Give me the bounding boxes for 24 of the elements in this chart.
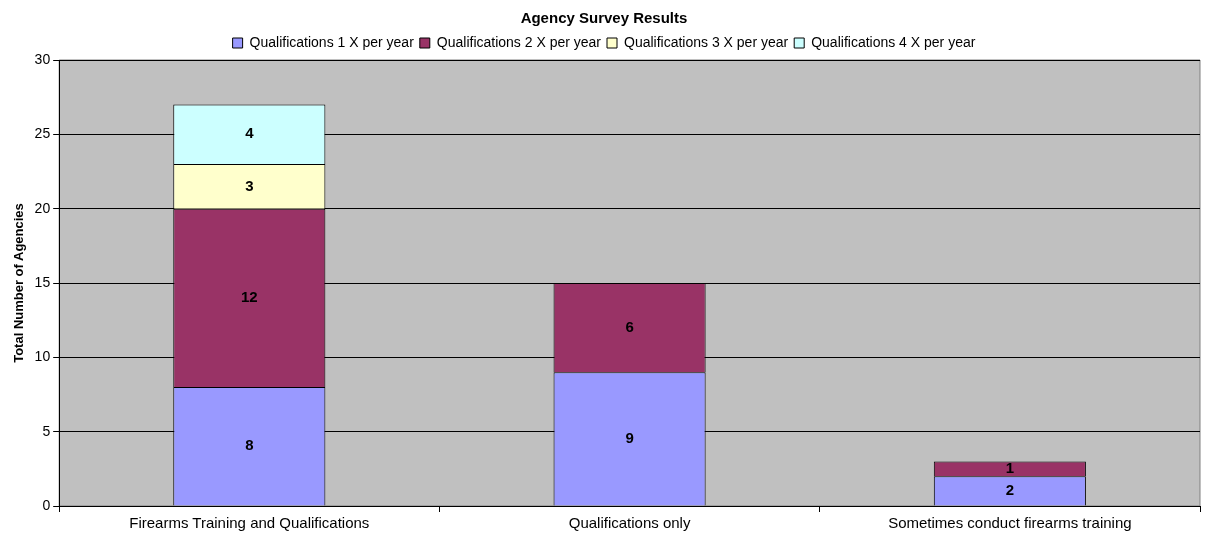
y-tick-label: 5 [42, 422, 51, 439]
y-tick-label: 30 [34, 50, 51, 67]
data-label: 1 [1005, 458, 1015, 476]
data-label: 9 [625, 428, 634, 446]
legend-label: Qualifications 2 X per year [436, 33, 602, 50]
data-label: 4 [245, 124, 255, 142]
data-label: 12 [240, 288, 258, 306]
y-axis-title: Total Number of Agencies [11, 203, 27, 363]
data-label: 6 [625, 317, 634, 335]
data-label: 8 [245, 436, 254, 454]
chart-title: Agency Survey Results [520, 9, 688, 27]
legend-label: Qualifications 1 X per year [249, 33, 415, 50]
y-tick-label: 20 [34, 199, 51, 216]
x-tick-label: Sometimes conduct firearms training [888, 514, 1132, 532]
y-tick-label: 25 [34, 125, 51, 142]
x-tick-label: Firearms Training and Qualifications [129, 514, 370, 532]
legend-label: Qualifications 3 X per year [624, 33, 789, 50]
data-label: 2 [1005, 481, 1015, 499]
y-tick-label: 0 [42, 496, 51, 513]
y-tick-label: 10 [34, 348, 51, 365]
legend-label: Qualifications 4 X per year [811, 33, 976, 50]
y-tick-label: 15 [34, 273, 51, 290]
x-tick-label: Qualifications only [568, 514, 691, 532]
data-label: 3 [245, 176, 254, 194]
